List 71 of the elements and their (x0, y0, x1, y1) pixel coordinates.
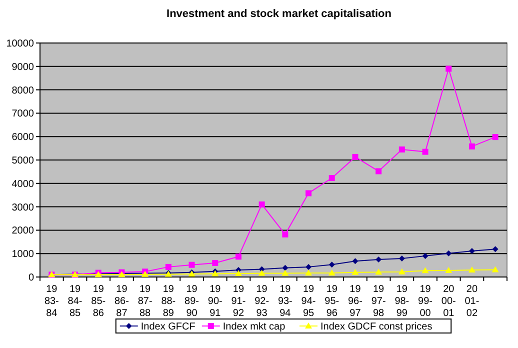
point (398, 268, 406, 274)
point (258, 201, 265, 208)
x-tick-label: 1987-88 (138, 284, 152, 319)
y-tick-label: 0 (28, 272, 34, 284)
point (352, 268, 359, 275)
point (352, 154, 358, 160)
x-tick-label: 1995-96 (324, 284, 340, 319)
point (212, 260, 218, 266)
x-tick-label: 1993-94 (278, 284, 292, 319)
point (306, 190, 312, 196)
x-tick-label: 1984-85 (68, 284, 82, 319)
x-tick-label: 1986-87 (114, 284, 129, 319)
point (234, 270, 242, 276)
point (165, 264, 172, 270)
y-tick-label: 3000 (12, 202, 34, 214)
point (468, 143, 475, 150)
legend-label: Index mkt cap (222, 322, 286, 332)
point (398, 256, 405, 262)
point (422, 252, 428, 259)
point (492, 246, 498, 252)
y-tick-label: 4000 (12, 178, 34, 190)
y-tick-label: 9000 (12, 62, 34, 73)
legend-label: Index GDCF const prices (320, 322, 432, 332)
x-tick-label: 1996-97 (348, 284, 362, 319)
y-tick-label: 10000 (6, 38, 34, 50)
point (188, 262, 195, 268)
x-tick-label: 2000-01 (441, 284, 456, 319)
y-tick-label: 6000 (12, 132, 34, 144)
point (376, 168, 382, 174)
point (446, 66, 452, 72)
point (468, 248, 475, 254)
point (446, 250, 452, 256)
point (492, 266, 499, 272)
x-tick-label: 1999-00 (418, 284, 432, 319)
point (398, 146, 405, 152)
point (328, 270, 336, 276)
y-tick-label: 7000 (12, 108, 34, 120)
x-tick-label: 2001-02 (464, 284, 480, 319)
point (305, 270, 312, 276)
point (328, 262, 335, 268)
x-tick-label: 1988-89 (161, 284, 176, 319)
x-tick-label: 1985-86 (91, 284, 106, 319)
point (258, 270, 266, 276)
point (282, 270, 289, 276)
point (422, 148, 428, 155)
x-tick-label: 1998-99 (394, 284, 410, 319)
point (282, 231, 288, 238)
x-tick-label: 1994-95 (301, 284, 316, 319)
point (352, 258, 358, 264)
x-tick-label: 1997-98 (371, 284, 386, 319)
y-tick-label: 8000 (12, 85, 34, 96)
point (492, 134, 498, 140)
x-tick-label: 1991-92 (231, 284, 246, 319)
y-tick-label: 5000 (12, 156, 34, 166)
point (375, 268, 382, 275)
chart-title: Investment and stock market capitalisation (166, 8, 392, 20)
point (328, 175, 335, 182)
x-tick-label: 1990-91 (208, 284, 222, 319)
x-tick-label: 1992-93 (254, 284, 270, 319)
x-tick-label: 1989-90 (184, 284, 199, 319)
point (282, 264, 288, 271)
point (422, 267, 429, 274)
y-tick-label: 1000 (12, 249, 34, 260)
point (376, 256, 382, 262)
point (445, 266, 452, 273)
point (468, 266, 476, 272)
legend-label: Index GFCF (140, 322, 196, 332)
point (306, 264, 312, 270)
point (235, 254, 242, 260)
x-tick-label: 1983-84 (44, 284, 59, 319)
y-tick-label: 2000 (12, 226, 34, 237)
